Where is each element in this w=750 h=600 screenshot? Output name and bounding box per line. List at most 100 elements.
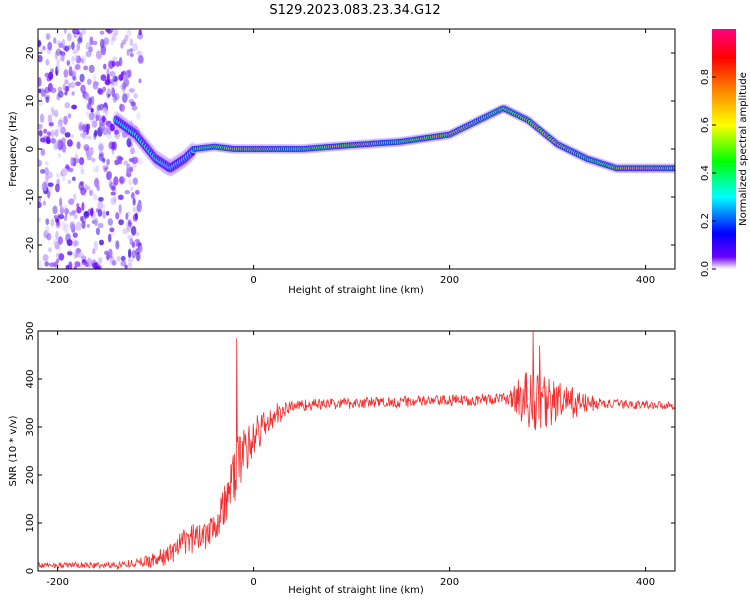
spectrogram-noise-cell bbox=[94, 218, 99, 227]
spectrogram-noise-cell bbox=[98, 239, 105, 246]
spectrogram-noise-cell bbox=[56, 58, 60, 68]
spectrogram-noise-cell bbox=[102, 63, 107, 70]
spectrogram-noise-cell bbox=[108, 248, 113, 259]
spectrogram-noise-cell bbox=[122, 75, 129, 80]
spectrogram-noise-cell bbox=[137, 55, 144, 64]
spectrogram-noise-cell bbox=[85, 111, 90, 117]
spectrogram-noise-cell bbox=[119, 176, 125, 185]
spectrogram-noise-cell bbox=[102, 107, 108, 114]
spectrogram-noise-cell bbox=[110, 191, 116, 196]
spectrogram-noise-cell bbox=[66, 239, 73, 247]
spectrogram-noise-cell bbox=[125, 212, 129, 220]
spectrogram-noise-cell bbox=[121, 93, 128, 103]
spectrogram-noise-cell bbox=[73, 266, 78, 269]
spectrogram-noise-cell bbox=[81, 220, 86, 229]
spectrogram-noise-cell bbox=[90, 207, 94, 217]
spectrogram-xlabel: Height of straight line (km) bbox=[288, 285, 424, 296]
spectrogram-noise-cell bbox=[45, 218, 50, 226]
spectrogram-noise-cell bbox=[97, 209, 103, 217]
spectrogram-noise-cell bbox=[136, 251, 141, 262]
spectrogram-noise-cell bbox=[129, 147, 136, 155]
spectrogram-noise-cell bbox=[38, 97, 44, 107]
spectrogram-noise-cell bbox=[95, 50, 102, 60]
spectrogram-noise-cell bbox=[47, 190, 51, 199]
spectrogram-noise-cell bbox=[81, 202, 85, 211]
spectrogram-noise-cell bbox=[138, 78, 142, 84]
spectrogram-noise-cell bbox=[83, 210, 90, 219]
spectrogram-noise-cell bbox=[43, 128, 48, 134]
spectrogram-noise-cell bbox=[63, 29, 67, 35]
spectrogram-noise-cell bbox=[61, 143, 67, 153]
spectrogram-noise-cell bbox=[75, 81, 81, 87]
spectrogram-noise-cell bbox=[42, 254, 49, 262]
spectrogram-noise-cell bbox=[127, 69, 132, 78]
spectrogram-noise-cell bbox=[72, 232, 78, 238]
spectrogram-noise-cell bbox=[115, 240, 120, 250]
spectrogram-noise-cell bbox=[54, 50, 58, 60]
colorbar-tick-label: 0.8 bbox=[700, 69, 711, 85]
spectrogram-noise-cell bbox=[61, 52, 65, 62]
spectrogram-noise-cell bbox=[99, 121, 105, 132]
spectrogram-noise-cell bbox=[55, 183, 60, 193]
spectrogram-noise-cell bbox=[40, 148, 46, 157]
spectrogram-noise-cell bbox=[45, 136, 51, 144]
spectrogram-noise-cell bbox=[59, 197, 63, 207]
spectrogram-noise-cell bbox=[109, 70, 116, 77]
spectrogram-noise-cell bbox=[67, 251, 73, 256]
spectrogram-noise-cell bbox=[57, 236, 63, 245]
spectrogram-noise-cell bbox=[85, 42, 92, 51]
spectrogram-noise-cell bbox=[138, 29, 142, 36]
spectrogram-noise-cell bbox=[135, 242, 141, 247]
spectrogram-noise-cell bbox=[79, 262, 86, 269]
spectrogram-noise-cell bbox=[38, 130, 43, 137]
spectrogram-noise-cell bbox=[48, 247, 52, 253]
spectrogram-noise-cell bbox=[76, 141, 81, 150]
snr-series-line bbox=[38, 331, 675, 571]
spectrogram-noise-cell bbox=[95, 114, 100, 122]
spectrogram-noise-cell bbox=[45, 225, 50, 235]
snr-xlabel: Height of straight line (km) bbox=[288, 585, 424, 596]
spectrogram-noise-cell bbox=[115, 212, 120, 220]
spectrogram-noise-cell bbox=[61, 221, 66, 231]
spectrogram-noise-cell bbox=[130, 101, 136, 107]
spectrogram-noise-cell bbox=[87, 185, 91, 191]
spectrogram-noise-cell bbox=[50, 137, 57, 144]
spectrogram-noise-cell bbox=[53, 214, 58, 220]
colorbar-label: Normalized spectral amplitude bbox=[738, 72, 749, 226]
spectrogram-noise-cell bbox=[131, 156, 138, 165]
spectrogram-noise-cell bbox=[94, 129, 98, 137]
spectrogram-noise-cell bbox=[76, 206, 82, 214]
spectrogram-noise-cell bbox=[95, 227, 101, 236]
spectrogram-noise-cell bbox=[117, 194, 124, 201]
y-tick-label: -20 bbox=[25, 237, 36, 253]
spectrogram-noise-cell bbox=[108, 60, 114, 70]
spectrogram-noise-cell bbox=[106, 133, 112, 140]
spectrogram-noise-cell bbox=[65, 233, 71, 243]
spectrogram-noise-cell bbox=[38, 217, 42, 223]
spectrogram-noise-cell bbox=[96, 264, 102, 269]
spectrogram-noise-cell bbox=[77, 262, 81, 268]
spectrogram-noise-cell bbox=[86, 102, 90, 110]
colorbar-tick-label: 0.6 bbox=[700, 117, 711, 133]
spectrogram-noise-cell bbox=[48, 71, 54, 80]
spectrogram-noise-cell bbox=[76, 42, 81, 51]
spectrogram-noise-cell bbox=[94, 177, 100, 188]
spectrogram-noise-cell bbox=[128, 221, 133, 227]
spectrogram-noise-cell bbox=[108, 179, 113, 188]
spectrogram-noise-cell bbox=[107, 233, 112, 243]
spectrogram-noise-cell bbox=[110, 36, 114, 46]
spectrogram-noise-cell bbox=[79, 73, 85, 83]
spectrogram-noise-cell bbox=[64, 85, 70, 92]
spectrogram-noise-cell bbox=[102, 165, 109, 170]
colorbar-ticks: 0.0 0.2 0.4 0.6 0.8 bbox=[700, 69, 716, 277]
spectrogram-noise-cell bbox=[38, 40, 41, 46]
spectrogram-noise-cell bbox=[129, 52, 134, 58]
spectrogram-noise-cell bbox=[79, 181, 85, 186]
spectrogram-noise-cell bbox=[50, 106, 55, 112]
spectrogram-noise-cell bbox=[137, 32, 144, 40]
spectrogram-noise-cell bbox=[55, 230, 59, 240]
spectrogram-noise-cell bbox=[84, 262, 89, 268]
x-tick-label: 0 bbox=[250, 577, 256, 588]
figure-title: S129.2023.083.23.34.G12 bbox=[269, 3, 440, 18]
spectrogram-noise-cell bbox=[113, 196, 117, 203]
